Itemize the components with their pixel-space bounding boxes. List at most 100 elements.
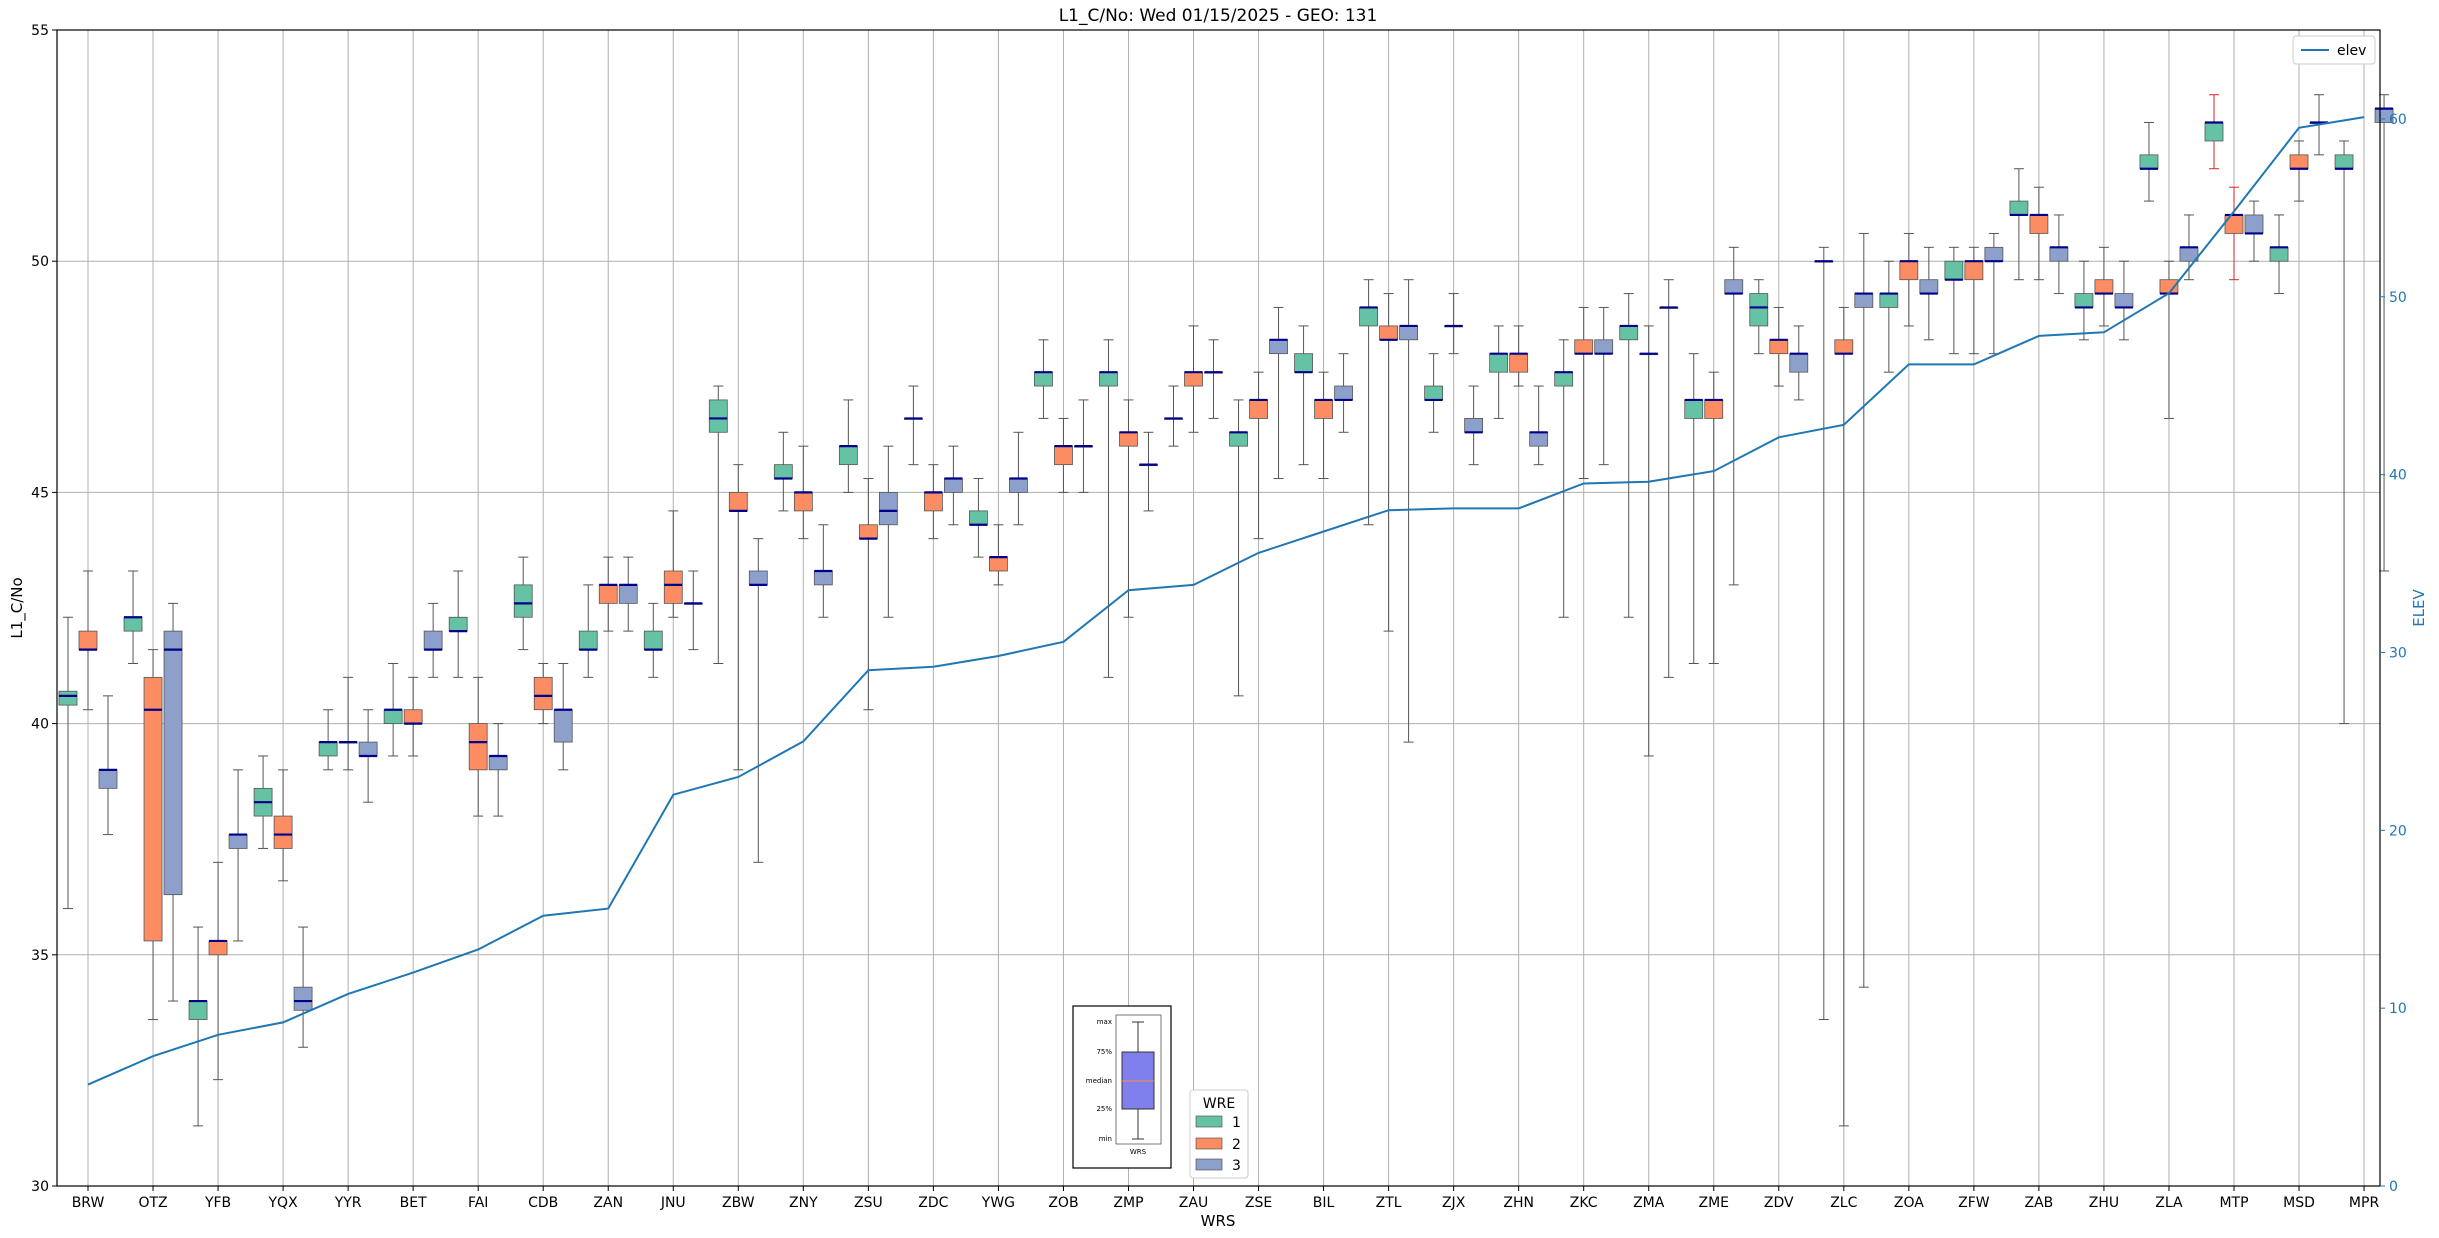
iqr-box (1619, 325, 1639, 341)
box-ZNY-wre2 (793, 445, 813, 540)
y-axis-title: L1_C/No (8, 577, 27, 638)
x-tick-label-BRW: BRW (72, 1195, 105, 1211)
iqr-box (989, 556, 1008, 572)
x-tick-label-OTZ: OTZ (138, 1195, 167, 1211)
inset-label-q3: 75% (1096, 1048, 1112, 1056)
iqr-box (143, 676, 163, 942)
x-tick-label-ZOB: ZOB (1048, 1195, 1078, 1211)
box-CDB-wre2 (533, 662, 553, 725)
box-BRW-wre1 (58, 616, 78, 910)
elev-line-layer (87, 116, 2365, 1086)
box-ZDC-wre1 (903, 385, 923, 466)
box-BIL-wre3 (1334, 353, 1353, 433)
x-tick-label-BET: BET (400, 1195, 427, 1211)
iqr-box (2269, 246, 2289, 262)
wre-legend-label-3: 3 (1232, 1158, 1241, 1174)
box-OTZ-wre2 (143, 649, 163, 1021)
box-ZOA-wre3 (1919, 246, 1939, 341)
x-tick-label-FAI: FAI (468, 1195, 488, 1211)
box-ZLA-wre3 (2179, 214, 2199, 281)
box-ZTL-wre1 (1359, 279, 1378, 526)
box-ZHU-wre1 (2074, 260, 2094, 341)
iqr-box (1184, 371, 1203, 387)
inset-label-max: max (1097, 1018, 1112, 1026)
inset-label-min: min (1099, 1135, 1112, 1143)
box-MTP-wre1 (2204, 94, 2224, 170)
iqr-box (1314, 399, 1333, 419)
iqr-box (773, 464, 793, 479)
x-tick-label-ZME: ZME (1698, 1195, 1729, 1211)
iqr-box (1529, 431, 1549, 447)
y-right-tick-label-50: 50 (2389, 290, 2407, 306)
box-ZSE-wre2 (1249, 371, 1268, 540)
y-right-tick-label-20: 20 (2389, 823, 2407, 839)
box-YYR-wre1 (318, 709, 338, 771)
x-tick-label-ZKC: ZKC (1570, 1195, 1598, 1211)
box-ZFW-wre3 (1984, 232, 2004, 355)
iqr-box (1854, 293, 1874, 308)
box-FAI-wre1 (448, 570, 468, 678)
box-YWG-wre3 (1009, 431, 1028, 526)
box-ZMP-wre2 (1119, 399, 1138, 618)
iqr-box (1359, 307, 1378, 327)
iqr-box (293, 986, 313, 1011)
iqr-box (1554, 371, 1574, 387)
iqr-box (1789, 353, 1809, 373)
y-right-tick-label-60: 60 (2389, 112, 2407, 128)
box-ZOB-wre3 (1074, 399, 1093, 493)
iqr-box (1834, 339, 1854, 355)
box-ZKC-wre2 (1574, 306, 1594, 480)
box-BIL-wre1 (1294, 325, 1313, 466)
box-MSD-wre2 (2289, 140, 2309, 202)
box-ZDV-wre1 (1749, 279, 1769, 355)
y-right-tick-label-0: 0 (2389, 1179, 2398, 1195)
iqr-box (163, 630, 183, 896)
box-MPR-wre1 (2334, 140, 2354, 725)
box-ZNY-wre3 (813, 524, 833, 618)
box-FAI-wre2 (468, 676, 488, 817)
chart-title: L1_C/No: Wed 01/15/2025 - GEO: 131 (1059, 6, 1378, 26)
iqr-box (1879, 293, 1899, 308)
box-ZOA-wre2 (1899, 232, 1919, 327)
box-ZSU-wre3 (878, 445, 898, 618)
wre-legend: WRE 1 2 3 (1189, 1089, 1249, 1179)
iqr-box (598, 584, 618, 604)
box-YFB-wre2 (208, 861, 228, 1081)
box-ZTL-wre3 (1399, 279, 1418, 743)
iqr-box (1489, 353, 1509, 373)
box-YYR-wre3 (358, 709, 378, 803)
x-tick-label-ZHN: ZHN (1503, 1195, 1534, 1211)
iqr-box (273, 815, 293, 849)
iqr-box (553, 709, 573, 743)
iqr-box (1464, 418, 1484, 433)
iqr-box (78, 630, 98, 651)
box-ZME-wre1 (1684, 353, 1704, 664)
box-ZKC-wre1 (1554, 339, 1574, 618)
box-ZMP-wre1 (1099, 339, 1118, 678)
box-YQX-wre2 (273, 769, 293, 882)
iqr-box (1899, 260, 1919, 281)
iqr-box (2114, 293, 2134, 308)
box-OTZ-wre3 (163, 602, 183, 1002)
box-ZOB-wre1 (1034, 339, 1053, 419)
box-ZDV-wre3 (1789, 325, 1809, 401)
x-tick-label-ZHU: ZHU (2089, 1195, 2119, 1211)
y-tick-label-45: 45 (31, 485, 49, 501)
box-ZDC-wre2 (923, 464, 943, 540)
wre-legend-label-1: 1 (1232, 1115, 1241, 1131)
box-ZAN-wre2 (598, 556, 618, 632)
box-ZTL-wre2 (1379, 293, 1398, 632)
box-ZFW-wre2 (1964, 246, 1984, 355)
elev-legend: elev (2292, 35, 2376, 65)
iqr-box (1704, 399, 1724, 419)
iqr-box (1099, 371, 1118, 387)
iqr-box (1229, 431, 1248, 447)
box-ZLC-wre2 (1834, 306, 1854, 1127)
iqr-box (513, 584, 533, 618)
x-tick-label-ZMA: ZMA (1633, 1195, 1665, 1211)
iqr-box (728, 491, 748, 512)
box-ZMP-wre3 (1139, 431, 1158, 512)
box-ZAU-wre1 (1164, 385, 1183, 447)
box-ZSU-wre2 (858, 478, 878, 711)
x-tick-label-ZAU: ZAU (1179, 1195, 1208, 1211)
